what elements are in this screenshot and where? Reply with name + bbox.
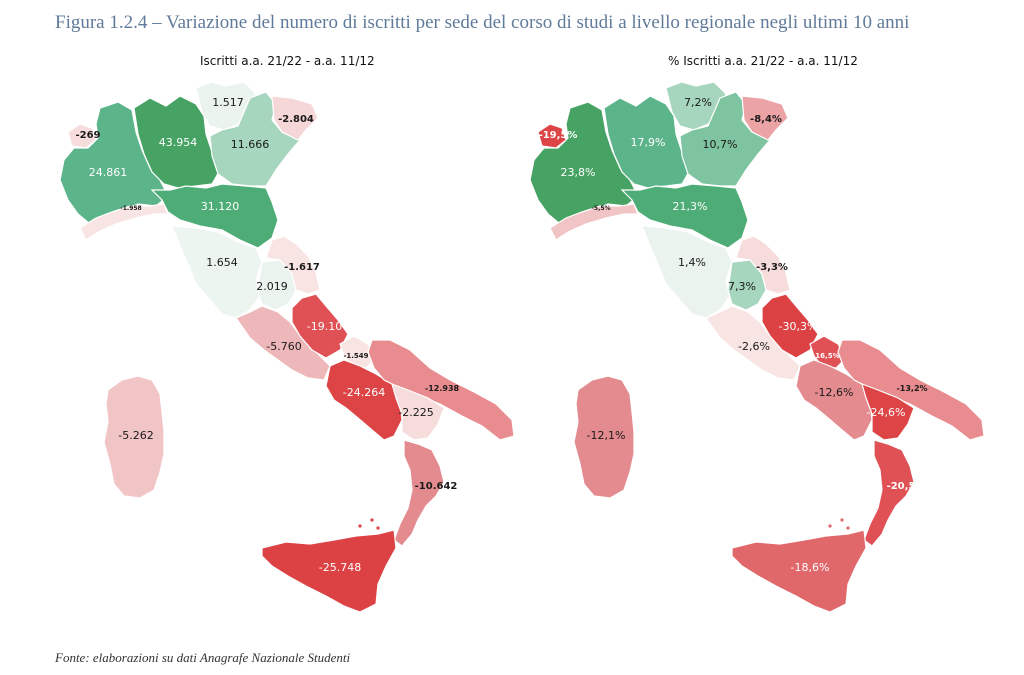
region-calabria — [863, 439, 915, 547]
region-label-lombardia: 17,9% — [631, 136, 666, 149]
map-percent: -19,5% 23,8% 17,9% 7,2% 10,7% -8,4% -5,5% 21,3%… — [529, 81, 985, 613]
region-label-calabria: -10.642 — [415, 481, 458, 492]
map-title-percent: % Iscritti a.a. 21/22 - a.a. 11/12 — [668, 54, 858, 68]
region-molise — [339, 335, 377, 369]
region-label-molise: -16,5% — [812, 352, 839, 360]
region-label-friuli: -2.804 — [278, 114, 314, 125]
region-label-trentino: 1.517 — [212, 96, 244, 109]
region-label-lazio: -2,6% — [738, 340, 770, 353]
island-dot — [840, 518, 844, 522]
region-label-puglia: -12.938 — [425, 384, 460, 393]
region-label-lazio: -5.760 — [266, 340, 301, 353]
region-emilia — [620, 183, 749, 249]
island-dot — [828, 524, 832, 528]
region-sardegna — [573, 375, 635, 499]
region-campania — [325, 359, 403, 441]
region-label-marche: -3,3% — [756, 262, 788, 273]
region-label-trentino: 7,2% — [684, 96, 712, 109]
region-molise — [809, 335, 847, 369]
region-label-lombardia: 43.954 — [159, 136, 198, 149]
region-marche — [735, 235, 791, 295]
region-calabria — [393, 439, 445, 547]
region-label-sardegna: -12,1% — [587, 429, 626, 442]
region-sardegna — [103, 375, 165, 499]
region-label-toscana: 1,4% — [678, 256, 706, 269]
region-liguria — [549, 203, 639, 241]
map-absolute: -269 24.861 43.954 1.517 11.666 -2.804 -1.958 3… — [59, 81, 515, 613]
region-label-piemonte: 23,8% — [561, 166, 596, 179]
region-label-marche: -1.617 — [284, 262, 320, 273]
source-note: Fonte: elaborazioni su dati Anagrafe Naz… — [55, 650, 351, 665]
region-label-valle-aosta: -19,5% — [539, 130, 578, 141]
island-dot — [846, 526, 850, 530]
region-puglia — [367, 339, 515, 441]
region-label-toscana: 1.654 — [206, 256, 238, 269]
region-label-calabria: -20,5% — [887, 481, 926, 492]
region-label-campania: -24.264 — [343, 386, 385, 399]
region-basilicata — [861, 383, 915, 441]
region-campania — [795, 359, 873, 441]
region-label-umbria: 7,3% — [728, 280, 756, 293]
region-marche — [265, 235, 321, 295]
region-label-sardegna: -5.262 — [118, 429, 153, 442]
region-label-puglia: -13,2% — [896, 384, 927, 393]
region-abruzzo — [291, 293, 349, 359]
region-label-molise: -1.549 — [343, 352, 368, 360]
region-label-umbria: 2.019 — [256, 280, 288, 293]
region-toscana — [641, 225, 733, 319]
region-label-basilicata: -24,6% — [867, 406, 906, 419]
region-label-basilicata: -2.225 — [398, 406, 433, 419]
region-label-campania: -12,6% — [815, 386, 854, 399]
figure-title: Figura 1.2.4 – Variazione del numero di … — [55, 12, 910, 33]
region-label-veneto: 10,7% — [703, 138, 738, 151]
region-liguria — [79, 203, 169, 241]
region-emilia — [150, 183, 279, 249]
region-label-piemonte: 24.861 — [89, 166, 128, 179]
island-dot — [376, 526, 380, 530]
region-sicilia — [731, 529, 867, 613]
region-label-sicilia: -18,6% — [791, 561, 830, 574]
region-label-veneto: 11.666 — [231, 138, 270, 151]
region-label-abruzzo: -19.107 — [307, 320, 349, 333]
map-title-absolute: Iscritti a.a. 21/22 - a.a. 11/12 — [200, 54, 375, 68]
region-label-emilia: 31.120 — [201, 200, 240, 213]
region-label-liguria: -1.958 — [120, 205, 141, 212]
region-label-valle-aosta: -269 — [75, 130, 100, 141]
region-puglia — [837, 339, 985, 441]
region-abruzzo — [761, 293, 819, 359]
region-label-friuli: -8,4% — [750, 114, 782, 125]
island-dot — [370, 518, 374, 522]
region-label-liguria: -5,5% — [591, 205, 610, 212]
island-dot — [358, 524, 362, 528]
region-label-abruzzo: -30,3% — [779, 320, 818, 333]
region-label-sicilia: -25.748 — [319, 561, 361, 574]
region-label-emilia: 21,3% — [673, 200, 708, 213]
region-sicilia — [261, 529, 397, 613]
region-friuli — [741, 95, 789, 141]
region-toscana — [171, 225, 263, 319]
region-basilicata — [391, 383, 445, 441]
region-friuli — [271, 95, 319, 141]
